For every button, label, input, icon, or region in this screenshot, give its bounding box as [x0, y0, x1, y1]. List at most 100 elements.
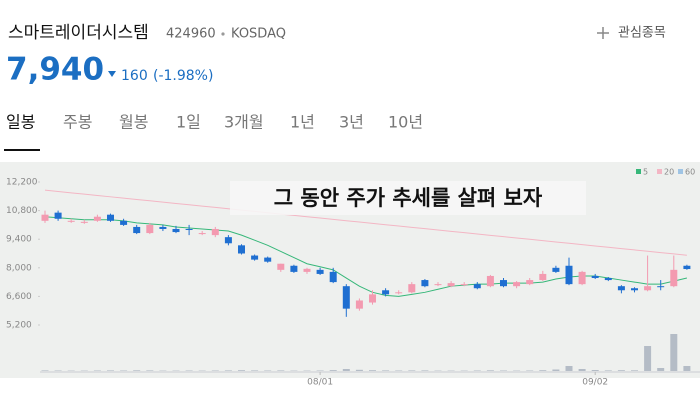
volume-bar	[421, 370, 428, 371]
candle-body	[264, 258, 271, 262]
candle-body	[304, 269, 311, 272]
candle-body	[657, 286, 664, 287]
candle-body	[120, 221, 127, 225]
candle-body	[290, 266, 297, 272]
volume-bar	[670, 334, 677, 371]
volume-bar	[657, 368, 664, 371]
candle-body	[605, 278, 612, 280]
volume-bar	[539, 370, 546, 371]
candle-body	[133, 227, 140, 233]
market: KOSDAQ	[231, 27, 286, 42]
candle-body	[500, 280, 507, 286]
volume-bar	[146, 370, 153, 371]
candle-body	[513, 282, 520, 286]
volume-bar	[369, 370, 376, 371]
candle-body	[225, 237, 232, 243]
candle-body	[277, 264, 284, 270]
candle-body	[631, 288, 638, 290]
volume-bar	[356, 370, 363, 371]
tab[interactable]: 일봉	[6, 113, 35, 132]
candle-body	[146, 225, 153, 233]
tab[interactable]: 3개월	[224, 113, 264, 132]
volume-bar	[277, 370, 284, 371]
price: 7,940	[6, 52, 104, 88]
volume-bar	[42, 370, 49, 371]
legend-label: 60	[685, 168, 695, 177]
volume-bar	[264, 371, 271, 372]
candle-body	[526, 280, 533, 284]
volume-bar	[395, 371, 402, 372]
volume-bar	[644, 346, 651, 371]
volume-bar	[317, 371, 324, 372]
candle-body	[81, 222, 88, 223]
change-pct: (-1.98%)	[153, 68, 213, 84]
volume-bar	[186, 371, 193, 372]
volume-bar	[408, 370, 415, 371]
candle-body	[670, 270, 677, 286]
volume-bar	[238, 370, 245, 371]
tab[interactable]: 3년	[339, 113, 364, 132]
candle-body	[186, 229, 193, 230]
candle-body	[107, 215, 114, 221]
volume-bar	[631, 370, 638, 371]
candle-body	[644, 286, 651, 290]
volume-bar	[212, 371, 219, 372]
legend-swatch	[678, 169, 683, 174]
volume-bar	[107, 370, 114, 371]
candle-body	[382, 290, 389, 294]
candle-body	[592, 276, 599, 278]
y-tick-label: 6,600	[6, 292, 32, 302]
volume-bar	[487, 370, 494, 371]
volume-bar	[683, 366, 690, 371]
legend-label: 20	[664, 168, 674, 177]
volume-bar	[382, 370, 389, 371]
candle-body	[212, 229, 219, 235]
candle-body	[539, 274, 546, 280]
volume-bar	[330, 370, 337, 371]
tab[interactable]: 주봉	[63, 113, 92, 132]
y-tick-label: 5,200	[6, 321, 32, 331]
candle-body	[251, 256, 258, 260]
candle-body	[579, 272, 586, 284]
volume-bar	[474, 371, 481, 372]
candle-body	[68, 221, 75, 222]
volume-bar	[94, 371, 101, 372]
tab[interactable]: 1일	[176, 113, 201, 132]
candle-body	[199, 233, 206, 234]
y-tick-label: 10,800	[6, 206, 38, 216]
candle-body	[566, 266, 573, 284]
watch-button[interactable]: 관심종목	[597, 26, 666, 41]
volume-bar	[526, 371, 533, 372]
tab[interactable]: 1년	[290, 113, 315, 132]
volume-bar	[133, 370, 140, 371]
y-tick-label: 9,400	[6, 235, 32, 245]
candle-body	[487, 276, 494, 286]
stock-name: 스마트레이더시스템	[8, 23, 149, 43]
tab-underline	[4, 149, 40, 151]
x-tick-label: 09/02	[582, 378, 608, 388]
legend-label: 5	[643, 168, 648, 177]
x-tick-label: 08/01	[307, 378, 333, 388]
candle-body	[683, 266, 690, 269]
candle-body	[552, 268, 559, 272]
candle-body	[317, 270, 324, 274]
volume-bar	[225, 370, 232, 371]
candle-body	[356, 300, 363, 308]
tab[interactable]: 10년	[388, 113, 423, 132]
watch-label[interactable]: 관심종목	[618, 26, 666, 41]
volume-bar	[592, 370, 599, 371]
volume-bar	[120, 371, 127, 372]
candle-body	[238, 245, 245, 253]
tab[interactable]: 월봉	[119, 113, 148, 132]
y-tick-label: 12,200	[6, 178, 38, 188]
candle-body	[55, 213, 62, 219]
candle-body	[461, 284, 468, 285]
plus-icon	[597, 27, 609, 39]
candle-body	[173, 229, 180, 232]
candle-body	[435, 284, 442, 285]
candle-body	[408, 284, 415, 292]
tabs: 일봉 주봉 월봉 1일 3개월 1년 3년 10년	[4, 113, 423, 152]
candle-body	[343, 286, 350, 308]
